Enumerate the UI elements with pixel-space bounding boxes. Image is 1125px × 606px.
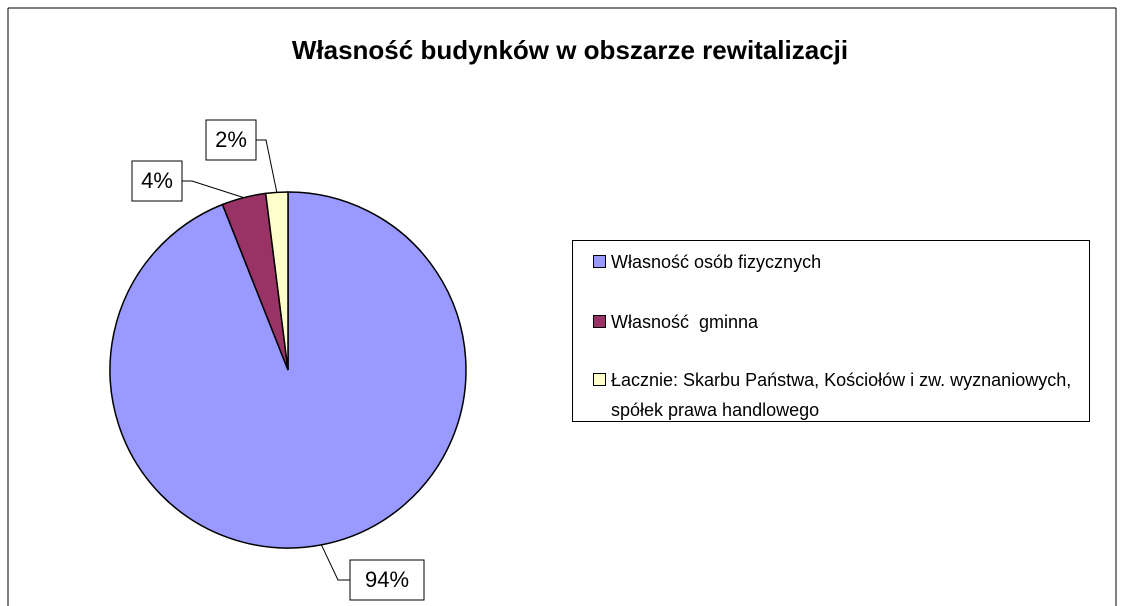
data-label: 4% <box>141 168 173 193</box>
pie-slice <box>109 191 467 549</box>
legend-item: Własność gminna <box>593 307 1081 337</box>
legend-item: Własność osób fizycznych <box>593 247 1081 277</box>
pie-slice <box>264 191 289 371</box>
legend: Własność osób fizycznych Własność gminna Ł… <box>572 240 1090 422</box>
leader-line <box>256 139 278 193</box>
legend-swatch <box>593 373 606 386</box>
leader-line <box>320 544 350 581</box>
leader-line <box>182 180 244 199</box>
legend-label: Łacznie: Skarbu Państwa, Kościołów i zw.… <box>611 370 1077 420</box>
legend-swatch <box>593 255 606 268</box>
data-label: 2% <box>215 127 247 152</box>
data-label: 94% <box>365 567 409 592</box>
legend-label: Własność gminna <box>611 312 759 332</box>
data-label-box <box>131 160 183 202</box>
chart-title: Własność budynków w obszarze rewitalizac… <box>292 35 848 65</box>
data-label-box <box>349 559 425 601</box>
legend-label: Własność osób fizycznych <box>611 252 822 272</box>
legend-item: Łacznie: Skarbu Państwa, Kościołów i zw.… <box>593 365 1081 425</box>
legend-swatch <box>593 315 606 328</box>
data-label-box <box>205 119 257 161</box>
